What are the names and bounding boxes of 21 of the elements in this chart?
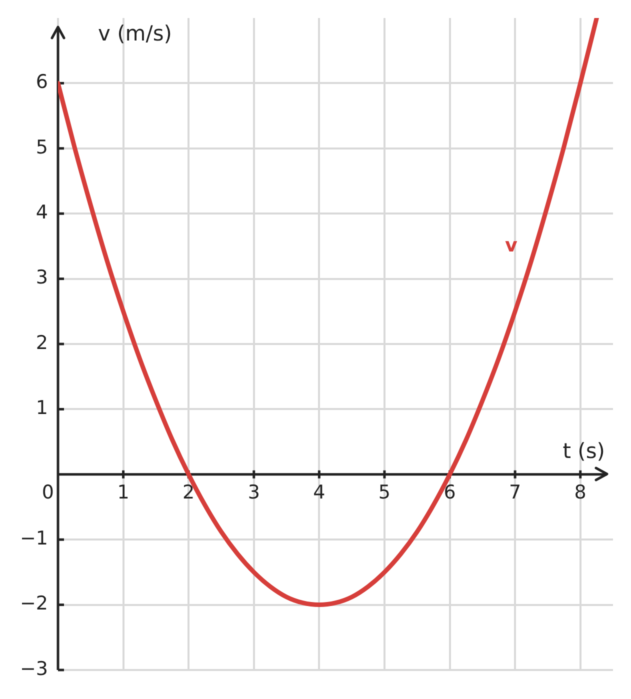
x-tick-label: 0 (42, 481, 54, 504)
x-tick-label: 5 (378, 481, 391, 504)
x-tick-label: 7 (509, 481, 522, 504)
x-tick-label: 1 (117, 481, 130, 504)
y-tick-label: 5 (36, 136, 48, 158)
y-tick-label: −1 (20, 528, 48, 550)
y-tick-label: 4 (36, 202, 48, 224)
x-tick-label: 2 (182, 481, 195, 504)
x-tick-label: 6 (444, 481, 456, 504)
x-tick-label: 4 (313, 481, 326, 504)
y-tick-label: −2 (20, 592, 48, 615)
y-tick-label: 1 (36, 397, 48, 420)
x-axis-title: t (s) (562, 438, 605, 463)
y-tick-label: 6 (36, 71, 48, 94)
y-axis-title: v (m/s) (98, 21, 172, 46)
x-tick-label: 3 (248, 481, 260, 504)
y-tick-label: −3 (20, 658, 48, 680)
y-tick-label: 3 (36, 266, 48, 289)
y-tick-label: 2 (36, 332, 48, 354)
series-label: v (504, 234, 518, 256)
x-tick-label: 8 (574, 481, 586, 504)
